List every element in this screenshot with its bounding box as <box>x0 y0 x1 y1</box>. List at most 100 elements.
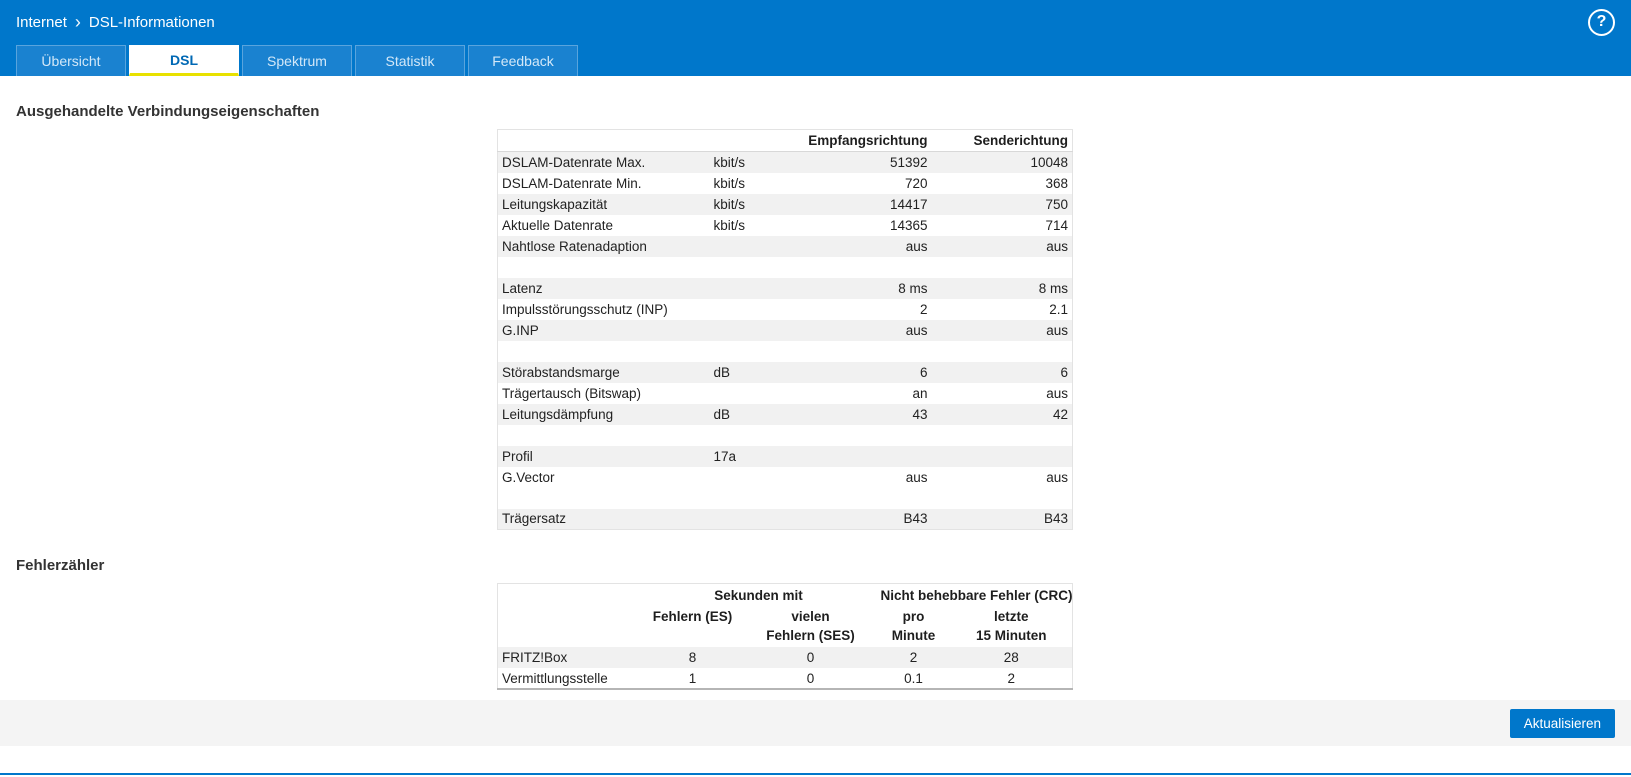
cell-label: G.INP <box>497 319 710 341</box>
table-row: Profil 17a <box>497 445 1073 467</box>
connection-table-body: DSLAM-Datenrate Max. kbit/s 51392 10048 DSLA… <box>497 151 1073 530</box>
connection-table-wrap: Empfangsrichtung Senderichtung DSLAM-Dat… <box>497 129 1615 530</box>
column-header-empty <box>498 605 641 647</box>
spacer-row <box>497 256 1073 278</box>
column-header-severely-errored-seconds: vielen Fehlern (SES) <box>745 605 877 647</box>
cell-rx: aus <box>905 469 928 485</box>
column-header-senderichtung: Senderichtung <box>931 129 1073 152</box>
cell-rx: 43 <box>785 403 932 425</box>
spacer-cell <box>931 340 1073 362</box>
column-group-empty <box>498 584 641 606</box>
column-header-line: vielen <box>791 609 830 624</box>
cell-tx: B43 <box>931 508 1073 530</box>
spacer-cell <box>709 487 786 509</box>
table-row: G.Vector aus aus <box>498 467 1073 488</box>
cell-label: Leitungsdämpfung <box>497 403 710 425</box>
table-row: G.INP aus aus <box>497 319 1073 341</box>
tab-feedback[interactable]: Feedback <box>468 45 578 76</box>
spacer-cell <box>785 256 932 278</box>
table-row: Leitungskapazität kbit/s 14417 750 <box>497 193 1073 215</box>
cell-value: 1 <box>688 670 697 686</box>
help-icon[interactable]: ? <box>1588 8 1615 36</box>
column-header-empfangsrichtung: Empfangsrichtung <box>785 129 932 152</box>
column-header-line: Fehlern (SES) <box>766 628 855 643</box>
spacer-cell <box>709 424 786 446</box>
cell-label: Profil <box>497 445 710 467</box>
main-content: Ausgehandelte Verbindungseigenschaften E… <box>0 76 1631 690</box>
connection-table: Empfangsrichtung Senderichtung DSLAM-Dat… <box>497 129 1073 530</box>
table-row: Nahtlose Ratenadaption aus aus <box>497 235 1073 257</box>
column-header-last-15-minutes: letzte 15 Minuten <box>951 605 1073 647</box>
cell-tx: 2.1 <box>1049 301 1068 317</box>
spacer-cell <box>785 487 932 509</box>
cell-tx: 714 <box>1045 217 1068 233</box>
cell-label: Impulsstörungsschutz (INP) <box>502 301 668 317</box>
cell-value: 0 <box>744 647 877 668</box>
cell-unit <box>710 299 786 320</box>
spacer-cell <box>785 424 932 446</box>
error-table-wrap: Sekunden mit Nicht behebbare Fehler (CRC… <box>497 583 1615 690</box>
breadcrumb-section[interactable]: Internet <box>16 13 67 31</box>
cell-rx <box>785 445 932 467</box>
table-row: FRITZ!Box 8 0 2 28 <box>497 647 1073 668</box>
column-header-empty-unit <box>709 129 786 152</box>
bottom-accent-line <box>0 773 1631 775</box>
table-row: DSLAM-Datenrate Min. kbit/s 720 368 <box>498 173 1073 194</box>
cell-unit: kbit/s <box>709 193 786 215</box>
error-table: Sekunden mit Nicht behebbare Fehler (CRC… <box>497 583 1074 690</box>
cell-unit <box>709 277 786 299</box>
chevron-right-icon: › <box>74 12 81 32</box>
cell-rx: 14365 <box>889 217 928 233</box>
tab-dsl[interactable]: DSL <box>129 45 239 76</box>
table-row: Impulsstörungsschutz (INP) 2 2.1 <box>498 299 1073 320</box>
cell-tx <box>931 445 1073 467</box>
spacer-cell <box>931 487 1073 509</box>
column-header-per-minute: pro Minute <box>877 605 951 647</box>
spacer-cell <box>497 340 710 362</box>
cell-value: 0.1 <box>904 670 923 686</box>
cell-label: G.Vector <box>502 469 555 485</box>
cell-label: Trägertausch (Bitswap) <box>502 385 642 401</box>
column-header-line: Fehlern (ES) <box>652 609 733 624</box>
cell-tx: aus <box>1046 469 1068 485</box>
table-row: DSLAM-Datenrate Max. kbit/s 51392 10048 <box>497 151 1073 173</box>
cell-label: Latenz <box>497 277 710 299</box>
cell-tx: 8 ms <box>931 277 1073 299</box>
cell-unit: 17a <box>709 445 786 467</box>
tab-uebersicht[interactable]: Übersicht <box>16 45 126 76</box>
tab-statistik[interactable]: Statistik <box>355 45 465 76</box>
cell-value: 2 <box>1007 670 1016 686</box>
table-row: Trägersatz B43 B43 <box>497 508 1073 530</box>
cell-unit: kbit/s <box>713 175 746 191</box>
table-row: Vermittlungsstelle 1 0 0.1 2 <box>498 668 1073 689</box>
column-header-line: pro <box>902 609 925 624</box>
breadcrumb: Internet › DSL-Informationen <box>16 13 215 31</box>
cell-tx: 10048 <box>931 151 1073 173</box>
cell-rx: 6 <box>785 361 932 383</box>
cell-tx: 42 <box>931 403 1073 425</box>
spacer-cell <box>931 256 1073 278</box>
cell-tx: 6 <box>931 361 1073 383</box>
refresh-button[interactable]: Aktualisieren <box>1509 708 1615 738</box>
connection-table-header-row: Empfangsrichtung Senderichtung <box>497 129 1073 152</box>
cell-unit: kbit/s <box>713 217 746 233</box>
error-table-subheader-row: Fehlern (ES) vielen Fehlern (SES) pro Mi… <box>498 605 1073 647</box>
error-table-body: FRITZ!Box 8 0 2 28 Vermittlungsstelle 1 0 0.1 2 <box>497 647 1073 689</box>
cell-label: DSLAM-Datenrate Min. <box>502 175 642 191</box>
tab-bar: Übersicht DSL Spektrum Statistik Feedback <box>0 44 1631 76</box>
cell-tx: aus <box>1046 385 1068 401</box>
spacer-cell <box>497 256 710 278</box>
cell-label: Nahtlose Ratenadaption <box>497 235 710 257</box>
cell-rx: 8 ms <box>785 277 932 299</box>
cell-unit <box>709 508 786 530</box>
error-table-group-header-row: Sekunden mit Nicht behebbare Fehler (CRC… <box>498 584 1072 606</box>
section-title-error-counters: Fehlerzähler <box>16 557 105 574</box>
cell-label: Aktuelle Datenrate <box>502 217 614 233</box>
cell-unit <box>710 383 786 404</box>
cell-label: Störabstandsmarge <box>497 361 710 383</box>
column-header-empty-label <box>497 129 710 152</box>
spacer-cell <box>497 424 710 446</box>
cell-unit: dB <box>709 361 786 383</box>
tab-spektrum[interactable]: Spektrum <box>242 45 352 76</box>
table-row: Latenz 8 ms 8 ms <box>497 277 1073 299</box>
